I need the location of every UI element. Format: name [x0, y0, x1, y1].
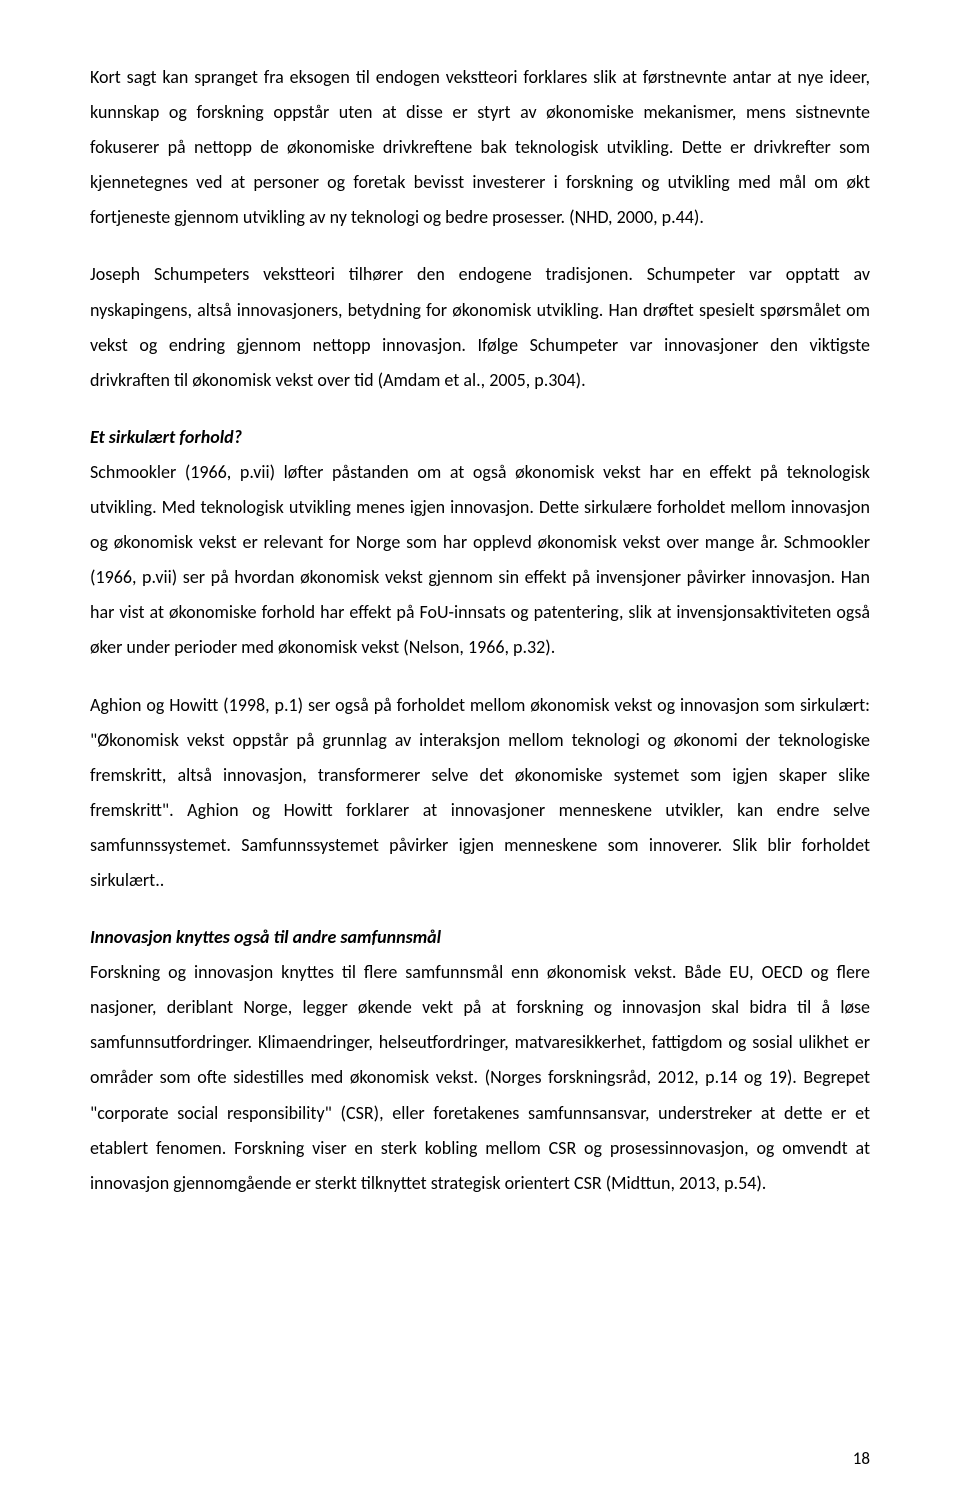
subheading-circular: Et sirkulært forhold? — [90, 420, 870, 455]
paragraph-3: Schmookler (1966, p.vii) løfter påstande… — [90, 455, 870, 666]
page-number: 18 — [853, 1448, 870, 1469]
paragraph-1: Kort sagt kan spranget fra eksogen til e… — [90, 60, 870, 235]
section-social-goals: Innovasjon knyttes også til andre samfun… — [90, 920, 870, 1201]
section-circular: Et sirkulært forhold? Schmookler (1966, … — [90, 420, 870, 666]
paragraph-5: Forskning og innovasjon knyttes til fler… — [90, 955, 870, 1201]
paragraph-4: Aghion og Howitt (1998, p.1) ser også på… — [90, 688, 870, 899]
document-page: Kort sagt kan spranget fra eksogen til e… — [0, 0, 960, 1509]
subheading-social-goals: Innovasjon knyttes også til andre samfun… — [90, 920, 870, 955]
paragraph-2: Joseph Schumpeters vekstteori tilhører d… — [90, 257, 870, 397]
